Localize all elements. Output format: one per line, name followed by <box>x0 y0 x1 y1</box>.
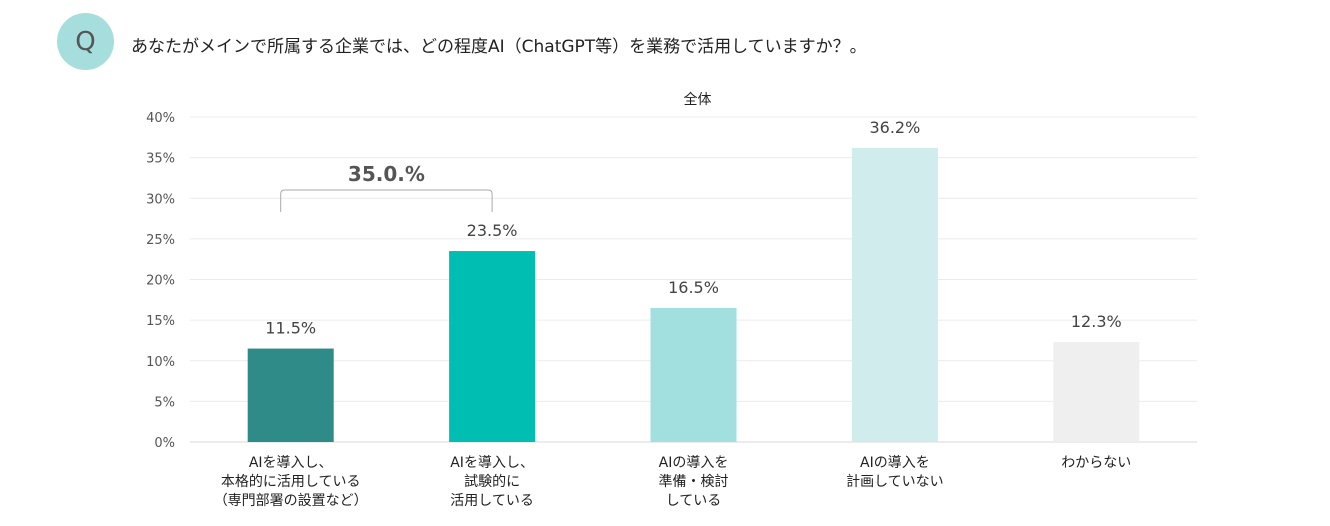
value-label: 11.5% <box>265 319 316 338</box>
y-tick-label: 40% <box>146 111 175 126</box>
category-label: 本格的に活用している <box>221 474 361 490</box>
bar <box>449 251 536 442</box>
y-tick-label: 5% <box>154 395 175 410</box>
question-badge: Q <box>57 13 114 70</box>
category-label: 試験的に <box>464 474 520 490</box>
category-label: AIの導入を <box>860 455 930 471</box>
y-tick-label: 10% <box>146 355 175 370</box>
bracket-label: 35.0.% <box>348 162 425 186</box>
bar <box>851 147 938 442</box>
category-label: わからない <box>1061 455 1131 471</box>
bar <box>247 348 334 442</box>
category-label: 活用している <box>450 493 534 509</box>
value-label: 36.2% <box>869 118 920 137</box>
category-label: AIの導入を <box>659 455 729 471</box>
category-label: 計画していない <box>846 474 944 490</box>
value-label: 16.5% <box>668 278 719 297</box>
y-tick-label: 35% <box>146 152 175 167</box>
bar <box>650 307 737 442</box>
question-text: あなたがメインで所属する企業では、どの程度AI（ChatGPT等）を業務で活用し… <box>131 37 867 57</box>
category-label: している <box>666 493 722 509</box>
category-label: 準備・検討 <box>659 474 729 490</box>
value-label: 23.5% <box>467 221 518 240</box>
question-badge-letter: Q <box>75 26 96 57</box>
bar <box>1053 342 1140 442</box>
chart-title: 全体 <box>684 91 712 108</box>
y-tick-label: 15% <box>146 314 175 329</box>
y-tick-label: 0% <box>154 436 175 451</box>
y-tick-label: 20% <box>146 274 175 289</box>
category-label: （専門部署の設置など） <box>214 493 368 509</box>
category-label: AIを導入し、 <box>249 455 333 471</box>
bracket-line <box>280 189 493 212</box>
y-tick-label: 30% <box>146 192 175 207</box>
value-label: 12.3% <box>1071 312 1122 331</box>
y-tick-label: 25% <box>146 233 175 248</box>
category-label: AIを導入し、 <box>450 455 534 471</box>
